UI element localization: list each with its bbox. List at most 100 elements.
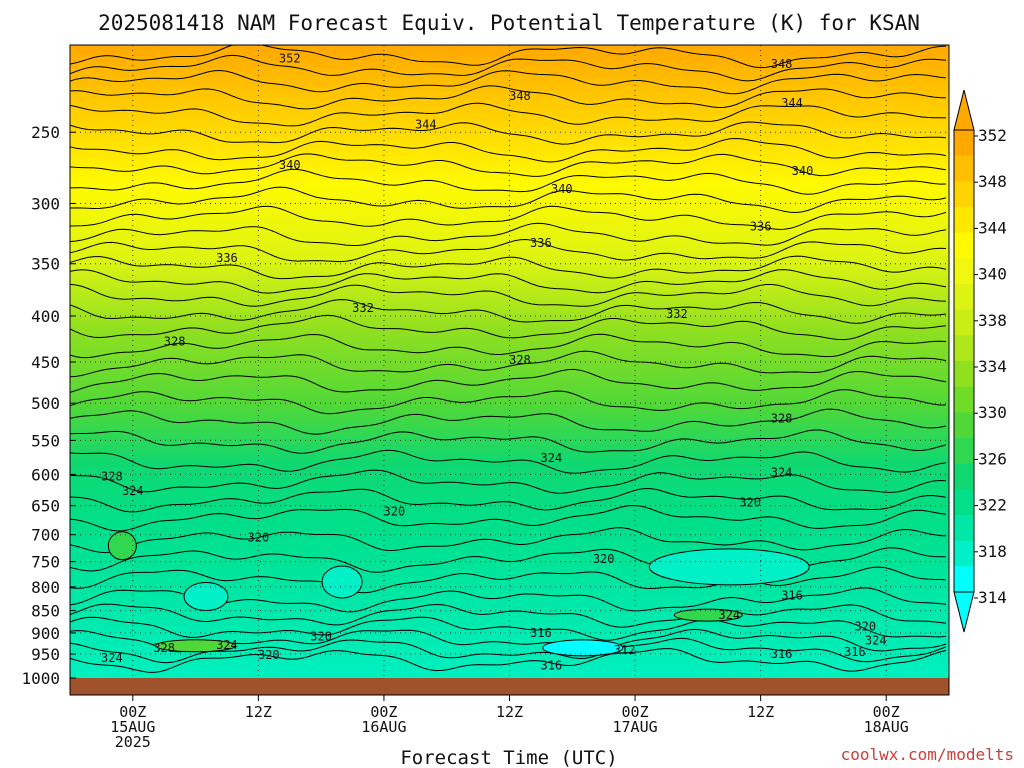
contour-label-text: 324	[865, 634, 887, 648]
contour-label-text: 324	[122, 484, 144, 498]
contour-label-text: 328	[771, 411, 793, 425]
contour-label-text: 332	[352, 301, 374, 315]
colorbar-segment	[954, 566, 974, 593]
contour-label-text: 340	[792, 164, 814, 178]
contour-label: 332	[352, 301, 374, 315]
colorbar-top-arrow	[953, 89, 975, 131]
contour-label-text: 340	[279, 158, 301, 172]
colorbar-segment	[954, 515, 974, 542]
contour-label: 324	[865, 634, 887, 648]
contour-label: 324	[718, 608, 740, 622]
contour-line	[69, 44, 947, 69]
y-tick-label: 1000	[21, 669, 60, 688]
contour-line	[69, 269, 947, 294]
contour-label: 340	[551, 182, 573, 196]
contour-label-text: 336	[216, 251, 238, 265]
colorbar-frame	[953, 129, 975, 593]
y-tick-label: 900	[31, 624, 60, 643]
colorbar-segment	[954, 386, 974, 413]
contour-label: 320	[593, 552, 615, 566]
contour-line	[69, 527, 947, 554]
contour-label: 316	[771, 647, 793, 661]
x-tick-label: 00Z	[622, 703, 649, 721]
ground-strip	[70, 678, 949, 695]
contour-label-text: 324	[771, 465, 793, 479]
colorbar-segment	[954, 309, 974, 336]
contour-label: 320	[739, 496, 761, 510]
contour-cell	[542, 639, 624, 657]
contour-label-text: 328	[509, 353, 531, 367]
contour-label-text: 316	[541, 658, 563, 672]
contour-label-text: 348	[509, 89, 531, 103]
contour-label-text: 320	[854, 619, 876, 633]
y-tick-label: 550	[31, 431, 60, 450]
y-tick-label: 400	[31, 307, 60, 326]
contour-label-text: 320	[310, 629, 332, 643]
colorbar-tick-label: 314	[978, 588, 1007, 607]
contour-label-text: 328	[101, 469, 123, 483]
contour-line	[69, 603, 947, 628]
contour-label: 324	[541, 451, 563, 465]
colorbar-bottom-arrow	[953, 591, 975, 633]
contour-line	[69, 408, 947, 435]
y-tick-label: 800	[31, 578, 60, 597]
colorbar-segment	[954, 361, 974, 388]
contour-label: 316	[530, 626, 552, 640]
grid-lines	[70, 45, 949, 678]
chart-title: 2025081418 NAM Forecast Equiv. Potential…	[98, 11, 920, 35]
contour-line	[69, 85, 947, 110]
colorbar: 352 348 344 340 338 334 330 326 322 318 314	[953, 89, 1007, 633]
contour-cell	[155, 639, 237, 653]
contour-line	[69, 102, 947, 127]
y-tick-label: 250	[31, 123, 60, 142]
contour-label-text: 332	[666, 307, 688, 321]
colorbar-tick-label: 334	[978, 357, 1007, 376]
x-tick-label: 16AUG	[361, 718, 406, 736]
contour-label-text: 324	[541, 451, 563, 465]
contour-line	[69, 168, 947, 195]
contour-cell	[648, 548, 810, 586]
contour-label-text: 320	[248, 530, 270, 544]
contour-line	[69, 429, 947, 454]
contour-label: 316	[541, 658, 563, 672]
contour-label: 348	[509, 89, 531, 103]
colorbar-tick-label: 338	[978, 311, 1007, 330]
colorbar-segment	[954, 130, 974, 157]
contour-label: 344	[415, 117, 437, 131]
y-tick-label: 650	[31, 497, 60, 516]
y-tick-label: 500	[31, 394, 60, 413]
colorbar-tick-label: 344	[978, 218, 1007, 237]
watermark: coolwx.com/modelts	[841, 745, 1014, 764]
contour-label-text: 324	[718, 608, 740, 622]
contour-label: 332	[666, 307, 688, 321]
contour-labels: 352 348 348 344 344 340 340 340 336 336 336 332 332 3…	[101, 51, 887, 672]
contour-label-text: 316	[530, 626, 552, 640]
contour-line	[69, 137, 947, 163]
contour-label: 328	[771, 411, 793, 425]
contour-line	[69, 205, 947, 230]
contour-cell	[321, 565, 363, 599]
contour-label: 328	[101, 469, 123, 483]
contour-line	[69, 449, 947, 474]
contour-cell	[673, 608, 743, 622]
contour-line	[69, 153, 947, 177]
contour-label: 320	[258, 648, 280, 662]
contour-label: 336	[530, 236, 552, 250]
contour-label-text: 316	[844, 645, 866, 659]
contour-label-text: 320	[593, 552, 615, 566]
contour-label: 320	[384, 505, 406, 519]
x-tick-label: 2025	[115, 733, 151, 751]
colorbar-segment	[954, 412, 974, 439]
colorbar-segment	[954, 284, 974, 311]
x-tick-label: 00Z	[370, 703, 397, 721]
contour-label: 320	[854, 619, 876, 633]
contour-label-text: 348	[771, 57, 793, 71]
contour-label-text: 324	[216, 638, 238, 652]
colorbar-segment	[954, 335, 974, 362]
y-tick-label: 350	[31, 255, 60, 274]
colorbar-tick-label: 322	[978, 496, 1007, 515]
contour-label-text: 352	[279, 51, 301, 65]
colorbar-segment	[954, 232, 974, 259]
colorbar-tick-label: 330	[978, 403, 1007, 422]
